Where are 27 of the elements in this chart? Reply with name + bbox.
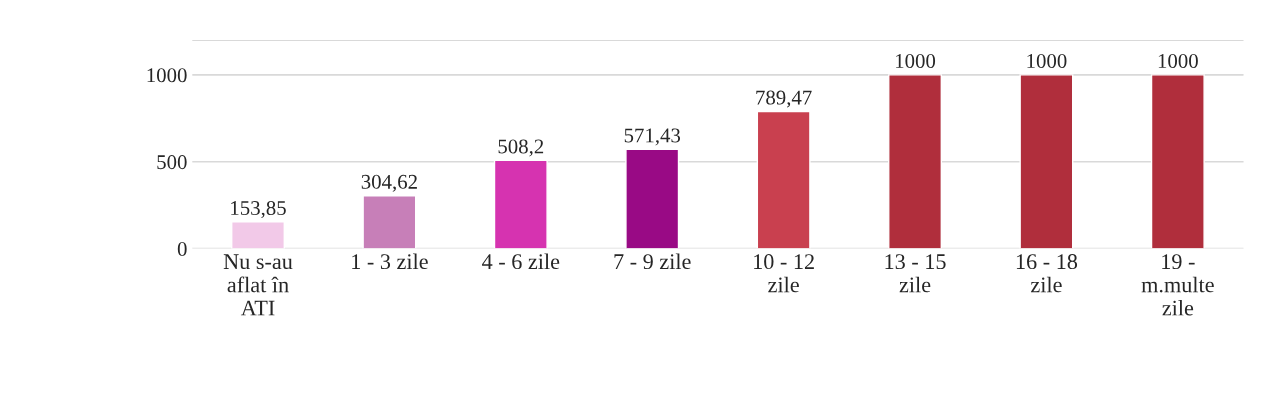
data-label: 1000 — [1158, 53, 1198, 69]
bar — [493, 159, 548, 249]
bar — [756, 110, 811, 249]
x-tick-label: Nu s-au aflat în ATI — [223, 254, 293, 316]
bar — [362, 194, 417, 249]
data-label: 1000 — [896, 53, 936, 69]
data-label: 571,43 — [624, 128, 681, 146]
bar — [888, 74, 943, 249]
x-tick-label: 4 - 6 zile — [482, 253, 560, 270]
x-tick-label: 13 - 15 zile — [885, 254, 946, 293]
x-tick-label: 10 - 12 zile — [754, 254, 814, 293]
data-label: 508,2 — [498, 139, 544, 157]
y-tick-label: 500 — [157, 155, 187, 170]
data-label: 304,62 — [361, 174, 417, 192]
y-tick-label: 1000 — [147, 68, 187, 83]
y-tick-label: 0 — [177, 241, 187, 257]
bar — [1019, 74, 1074, 249]
bar — [231, 221, 285, 249]
x-tick-label: 19 - m.multe zile — [1141, 254, 1214, 316]
x-tick-label: 1 - 3 zile — [352, 253, 428, 270]
data-label: 1000 — [1027, 53, 1067, 69]
bar — [1150, 74, 1205, 249]
data-label: 789,47 — [756, 90, 812, 108]
x-tick-label: 7 - 9 zile — [614, 253, 691, 270]
bar — [625, 148, 680, 249]
data-label: 153,85 — [231, 200, 286, 219]
x-tick-label: 16 - 18 zile — [1016, 254, 1078, 293]
